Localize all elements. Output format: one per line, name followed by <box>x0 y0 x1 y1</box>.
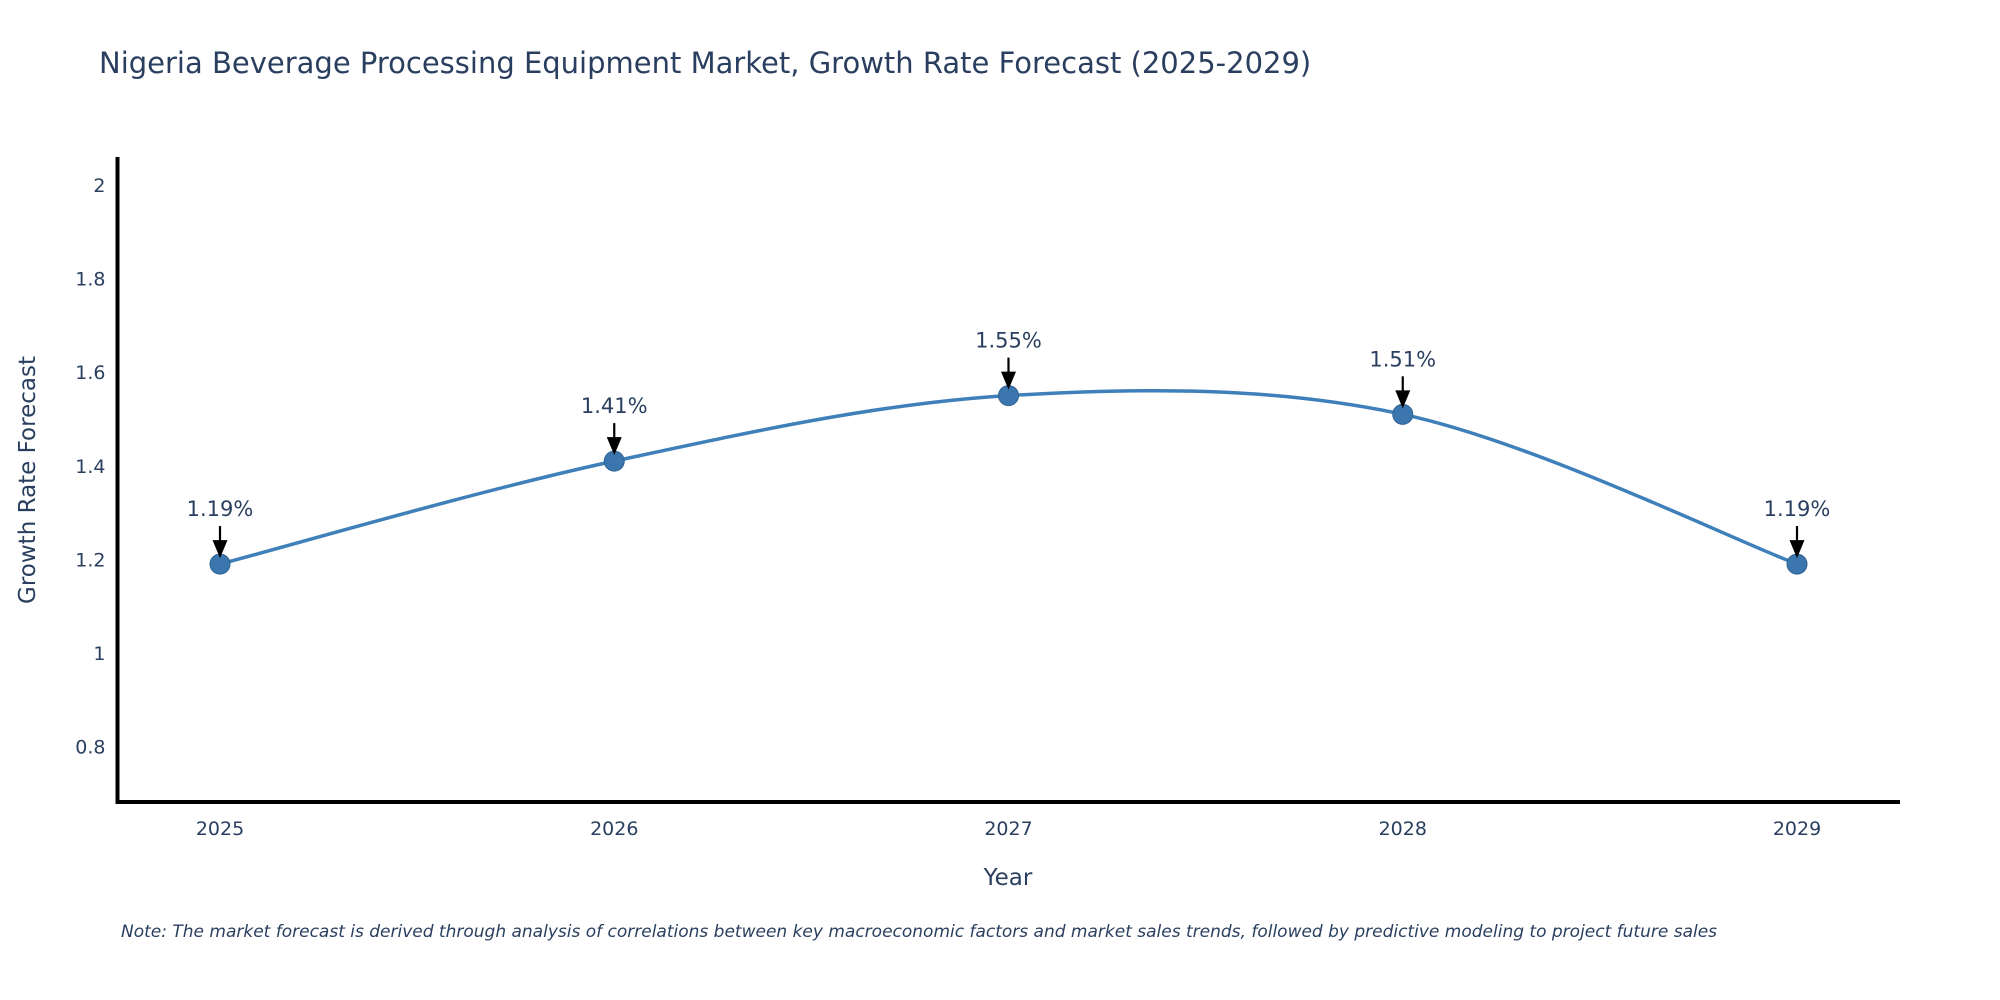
y-tick-label: 2 <box>93 175 105 197</box>
x-tick-label: 2026 <box>590 818 638 840</box>
y-tick-label: 1.8 <box>75 269 105 291</box>
y-tick-label: 1.2 <box>75 549 105 571</box>
annotation-label: 1.55% <box>975 329 1042 353</box>
y-axis-title: Growth Rate Forecast <box>15 356 41 604</box>
x-tick-label: 2025 <box>196 818 244 840</box>
growth-rate-spline-line <box>218 388 1799 566</box>
annotation-label: 1.41% <box>581 394 648 418</box>
annotation-arrowhead <box>1001 371 1016 390</box>
x-axis-title: Year <box>983 865 1033 891</box>
annotation-arrowhead <box>1789 540 1805 559</box>
annotation-arrowhead <box>212 540 228 559</box>
x-tick-label: 2028 <box>1379 818 1427 840</box>
chart-title: Nigeria Beverage Processing Equipment Ma… <box>99 46 1312 80</box>
annotation-arrowhead <box>1395 390 1411 409</box>
x-tick-label: 2029 <box>1773 818 1821 840</box>
y-tick-label: 0.8 <box>75 737 105 759</box>
y-tick-label: 1.6 <box>75 362 105 384</box>
footnote: Note: The market forecast is derived thr… <box>121 922 1718 942</box>
y-tick-label: 1 <box>93 643 105 665</box>
annotation-label: 1.19% <box>187 497 254 521</box>
annotation-label: 1.19% <box>1764 497 1831 521</box>
annotation-arrowhead <box>606 437 622 456</box>
y-tick-label: 1.4 <box>75 456 105 478</box>
x-tick-label: 2027 <box>984 818 1032 840</box>
annotation-label: 1.51% <box>1369 347 1436 371</box>
